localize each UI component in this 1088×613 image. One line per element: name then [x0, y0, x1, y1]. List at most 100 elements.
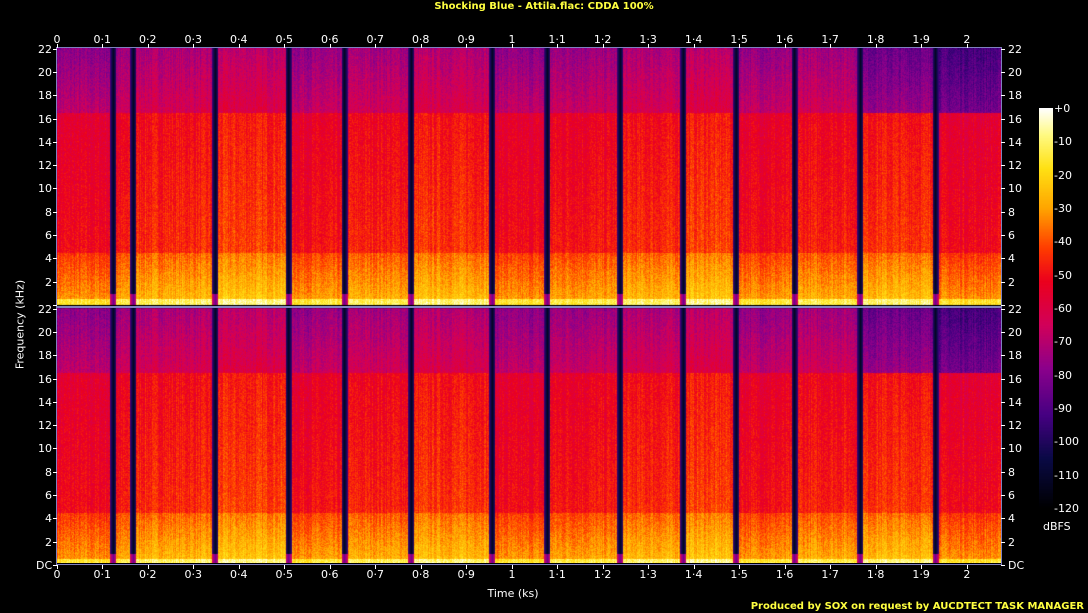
tick-mark [57, 565, 58, 569]
tick-mark [53, 448, 57, 450]
tick-mark [1001, 448, 1005, 450]
y-tick-label-left: 8 [45, 465, 52, 479]
x-tick-label-top: 0·3 [184, 33, 202, 46]
tick-mark [1001, 355, 1005, 357]
tick-mark [53, 235, 57, 237]
x-tick-label-top: 0·7 [366, 33, 384, 46]
y-tick-label-right: 14 [1008, 135, 1022, 149]
y-tick-label-left: 2 [45, 275, 52, 289]
x-tick-label-bottom: 1·4 [684, 568, 703, 581]
tick-mark [1001, 425, 1005, 427]
tick-mark [1001, 48, 1005, 50]
y-tick-label-right: DC [1008, 559, 1025, 572]
y-tick-label-right: 4 [1008, 252, 1015, 266]
y-tick-label-right: 4 [1008, 512, 1015, 526]
chart-title: Shocking Blue - Attila.flac: CDDA 100% [434, 1, 654, 12]
tick-mark [57, 44, 58, 48]
tick-mark [53, 471, 57, 473]
tick-mark [875, 565, 877, 569]
tick-mark [602, 44, 604, 48]
y-tick-label-left: 14 [38, 135, 52, 149]
x-tick-label-top: 1·2 [593, 33, 612, 46]
x-tick-label-bottom: 0·1 [93, 568, 111, 581]
x-tick-label-bottom: 0·2 [138, 568, 157, 581]
colorbar-tick-label: -120 [1054, 502, 1079, 515]
y-tick-label-left: 4 [45, 252, 52, 266]
y-tick-label-left: 14 [38, 395, 52, 409]
tick-mark [1001, 235, 1005, 237]
y-tick-label-right: 18 [1008, 349, 1022, 363]
tick-mark [193, 565, 195, 569]
tick-mark [53, 141, 57, 143]
tick-mark [53, 541, 57, 543]
y-tick-label-right: 10 [1008, 442, 1022, 456]
tick-mark [1001, 165, 1005, 167]
tick-mark [375, 44, 377, 48]
tick-mark [1001, 258, 1005, 260]
x-tick-label-bottom: 0·4 [229, 568, 248, 581]
tick-mark [53, 281, 57, 283]
tick-mark [420, 44, 422, 48]
y-tick-label-left: 20 [38, 65, 52, 79]
x-tick-label-top: 1·3 [639, 33, 657, 46]
tick-mark [830, 44, 832, 48]
colorbar-tick-label: -40 [1054, 235, 1072, 249]
tick-mark [784, 565, 786, 569]
y-tick-label-right: 10 [1008, 182, 1022, 196]
x-tick-label-top: 1·7 [821, 33, 839, 46]
tick-mark [238, 44, 240, 48]
tick-mark [875, 44, 877, 48]
y-tick-label-left: 10 [38, 182, 52, 196]
x-tick-label-bottom: 0·8 [411, 568, 430, 581]
x-tick-label-bottom: 1·3 [639, 568, 657, 581]
x-tick-label-top: 0·5 [275, 33, 293, 46]
x-tick-label-top: 0·4 [229, 33, 248, 46]
tick-mark [648, 565, 650, 569]
tick-mark [602, 565, 604, 569]
colorbar-tick-label: -30 [1054, 202, 1072, 215]
y-tick-label-right: 12 [1008, 159, 1022, 173]
tick-mark [1001, 331, 1005, 333]
y-tick-label-right: 18 [1008, 89, 1022, 103]
tick-mark [1001, 308, 1005, 310]
tick-mark [53, 495, 57, 497]
y-tick-label-left: 4 [45, 512, 52, 526]
y-tick-label-right: 20 [1008, 65, 1022, 79]
y-tick-label-left: 12 [38, 159, 52, 173]
colorbar-unit: dBFS [1043, 520, 1071, 533]
tick-mark [511, 44, 513, 48]
y-tick-label-left: 6 [45, 229, 52, 243]
tick-mark [1001, 541, 1005, 543]
tick-mark [53, 305, 57, 306]
tick-mark [921, 565, 923, 569]
x-tick-label-top: 0·1 [93, 33, 111, 46]
tick-mark [53, 211, 57, 213]
x-tick-label-top: 1·1 [548, 33, 566, 46]
y-tick-label-left: 10 [38, 442, 52, 456]
tick-mark [1001, 401, 1005, 403]
x-tick-label-top: 0·6 [320, 33, 339, 46]
y-tick-label-left: 8 [45, 205, 52, 219]
y-tick-label-left: 18 [38, 349, 52, 363]
tick-mark [1001, 141, 1005, 143]
tick-mark [284, 44, 286, 48]
x-tick-label-bottom: 0 [53, 568, 61, 581]
tick-mark [830, 565, 832, 569]
y-tick-label-left: 22 [38, 302, 52, 316]
x-tick-label-top: 1·9 [912, 33, 930, 46]
colorbar-tick-label: -20 [1054, 168, 1072, 182]
y-axis-label: Frequency (kHz) [13, 279, 27, 370]
tick-mark [53, 355, 57, 357]
tick-mark [921, 44, 923, 48]
tick-mark [53, 165, 57, 167]
tick-mark [1001, 518, 1005, 520]
y-tick-label-right: 16 [1008, 372, 1022, 386]
credit-text: Produced by SOX on request by AUCDTECT T… [750, 601, 1084, 612]
tick-mark [420, 565, 422, 569]
x-tick-label-bottom: 0·3 [184, 568, 202, 581]
tick-mark [1001, 188, 1005, 190]
colorbar-tick-label: -80 [1054, 368, 1072, 382]
y-tick-label-left: 20 [38, 325, 52, 339]
tick-mark [511, 565, 513, 569]
tick-mark [466, 565, 468, 569]
